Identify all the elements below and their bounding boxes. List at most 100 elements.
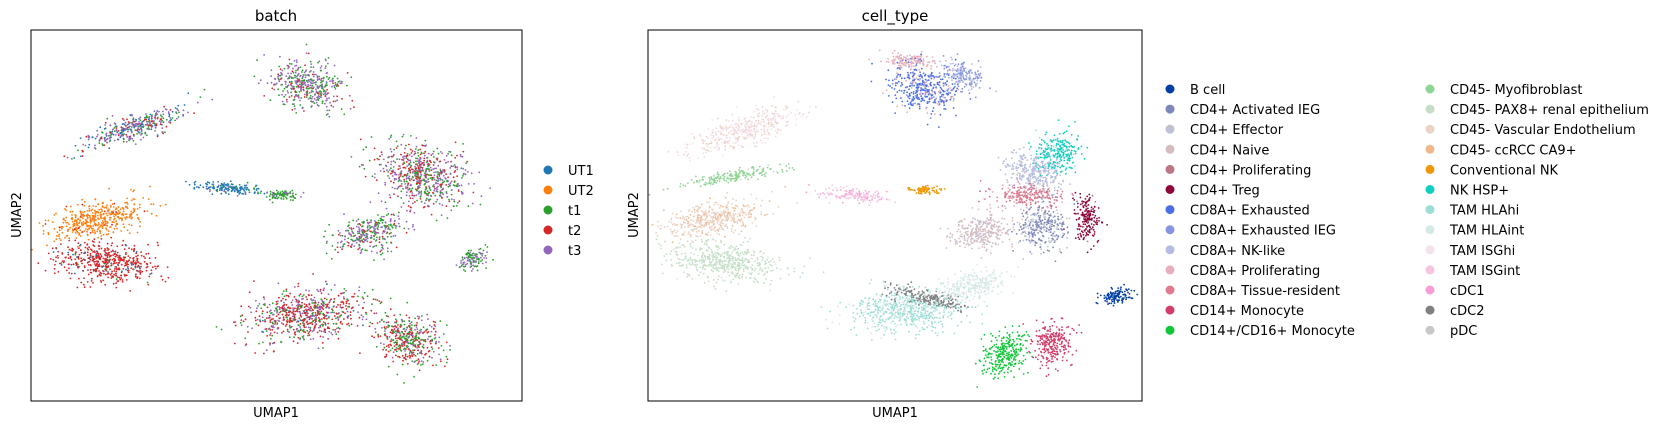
data-point [70,272,73,275]
data-point [93,219,95,222]
data-point [342,243,345,246]
data-point [408,168,411,171]
data-point [319,90,322,92]
data-point [355,241,358,244]
data-point [72,223,75,226]
data-point [227,189,229,192]
data-point [115,274,117,277]
data-point [137,264,140,267]
data-point [287,306,290,309]
data-point [870,80,873,83]
data-point [284,298,287,301]
data-point [946,93,949,96]
data-point [320,298,323,300]
cluster-points [253,43,355,118]
data-point [359,239,362,242]
data-point [160,275,163,278]
data-point [131,121,134,124]
data-point [328,97,330,99]
data-point [153,110,156,113]
data-point [318,329,321,332]
data-point [378,158,380,161]
data-point [313,329,315,332]
data-point [439,160,442,163]
data-point [350,317,352,320]
data-point [67,246,69,249]
data-point [199,96,202,98]
data-point [77,231,79,234]
data-point [387,324,390,327]
data-point [295,85,298,88]
data-point [129,122,131,124]
data-point [895,78,898,81]
data-point [107,272,110,275]
data-point [308,334,311,336]
data-point [374,230,376,233]
data-point [912,62,915,64]
data-point [418,190,420,193]
data-point [289,199,292,201]
data-point [462,167,465,170]
data-point [354,234,357,237]
data-point [93,229,96,232]
data-point [894,58,897,61]
data-point [306,305,309,308]
cluster-points [215,273,385,355]
data-point [412,179,415,182]
data-point [118,259,120,261]
data-point [363,234,366,237]
data-point [372,298,375,301]
data-point [919,93,922,96]
data-point [294,333,297,336]
data-point [231,189,233,192]
data-point [910,100,913,102]
data-point [102,265,105,267]
data-point [149,262,152,264]
data-point [408,348,411,351]
data-point [410,135,412,137]
data-point [310,307,313,309]
data-point [289,191,292,193]
data-point [905,79,908,82]
scatter-points [31,43,494,384]
data-point [153,122,156,124]
data-point [431,357,433,359]
data-point [413,153,416,156]
data-point [416,328,419,331]
data-point [934,99,936,101]
data-point [427,198,430,201]
data-point [141,270,144,273]
data-point [42,233,45,235]
data-point [300,328,302,331]
data-point [443,169,446,172]
data-point [115,223,118,226]
data-point [939,98,942,100]
data-point [337,233,340,236]
data-point [60,262,63,264]
plot-frame [30,29,523,402]
data-point [313,81,316,84]
data-point [904,56,907,59]
data-point [358,235,361,238]
data-point [321,102,324,104]
data-point [433,161,435,163]
data-point [395,332,397,335]
data-point [404,147,406,150]
data-point [897,57,900,60]
data-point [955,81,957,84]
data-point [67,253,70,256]
data-point [75,251,77,254]
data-point [326,84,328,86]
data-point [432,156,435,158]
data-point [114,258,116,261]
data-point [397,348,400,350]
data-point [126,197,128,200]
data-point [398,225,401,228]
data-point [150,117,153,120]
data-point [391,347,394,350]
data-point [389,172,392,175]
data-point [311,73,314,76]
data-point [343,238,346,241]
data-point [107,210,109,213]
data-point [433,171,435,174]
